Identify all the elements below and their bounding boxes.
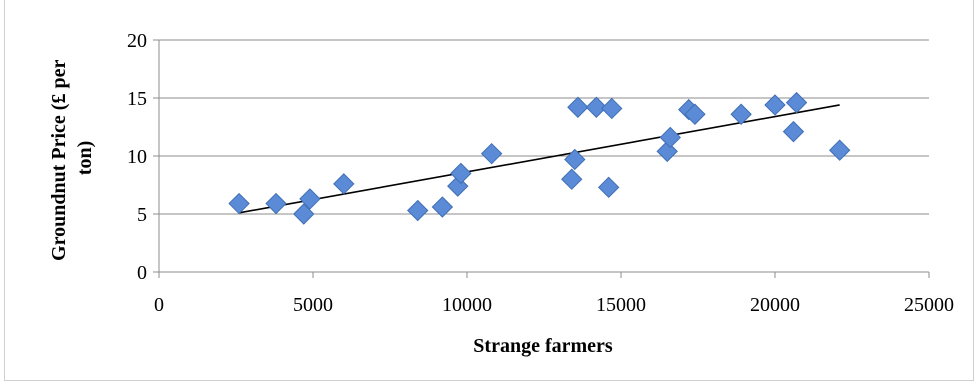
y-tick-label: 20 [127, 30, 147, 52]
data-point [597, 176, 620, 199]
data-point [265, 192, 287, 215]
trendline [238, 104, 840, 214]
data-point [480, 142, 503, 165]
x-tick-label: 0 [154, 294, 164, 316]
data-point [293, 203, 315, 225]
data-point [567, 96, 589, 118]
data-point [601, 97, 623, 120]
data-point [785, 91, 808, 114]
y-tick-labels: 0 5 10 15 20 [127, 30, 147, 284]
data-point [782, 120, 805, 143]
data-point [764, 94, 786, 116]
x-tick-label: 20000 [750, 294, 800, 316]
y-axis-title: Groundnut Price (£ per ton) [48, 55, 96, 261]
data-point [228, 192, 250, 215]
y-axis-title-line-1: Groundnut Price (£ per [48, 60, 70, 261]
y-tick-label: 5 [137, 204, 147, 226]
gridlines [159, 39, 929, 215]
data-point [561, 168, 583, 190]
data-point [585, 96, 608, 118]
y-tick-label: 0 [137, 262, 147, 284]
x-tick-label: 15000 [596, 294, 646, 316]
data-point [730, 103, 752, 125]
trendline-layer [238, 104, 840, 214]
data-point [407, 199, 429, 222]
data-point [299, 188, 321, 210]
data-point [656, 140, 678, 163]
data-point [431, 196, 454, 218]
data-point [333, 173, 355, 195]
y-tick-label: 10 [127, 146, 147, 168]
x-axis-title: Strange farmers [473, 335, 613, 357]
data-point [659, 126, 681, 149]
data-point [684, 103, 706, 125]
data-point [564, 148, 586, 171]
data-points [228, 91, 851, 225]
data-point [828, 139, 851, 161]
axes [153, 39, 930, 278]
y-tick-label: 15 [127, 88, 147, 110]
y-axis-title-line-2: ton) [74, 141, 96, 175]
x-tick-label: 25000 [904, 294, 954, 316]
x-tick-label: 10000 [442, 294, 492, 316]
x-tick-label: 5000 [293, 294, 333, 316]
data-point [450, 162, 472, 185]
chart-frame [4, 0, 974, 381]
x-tick-labels: 0 5000 10000 15000 20000 25000 [154, 294, 954, 316]
